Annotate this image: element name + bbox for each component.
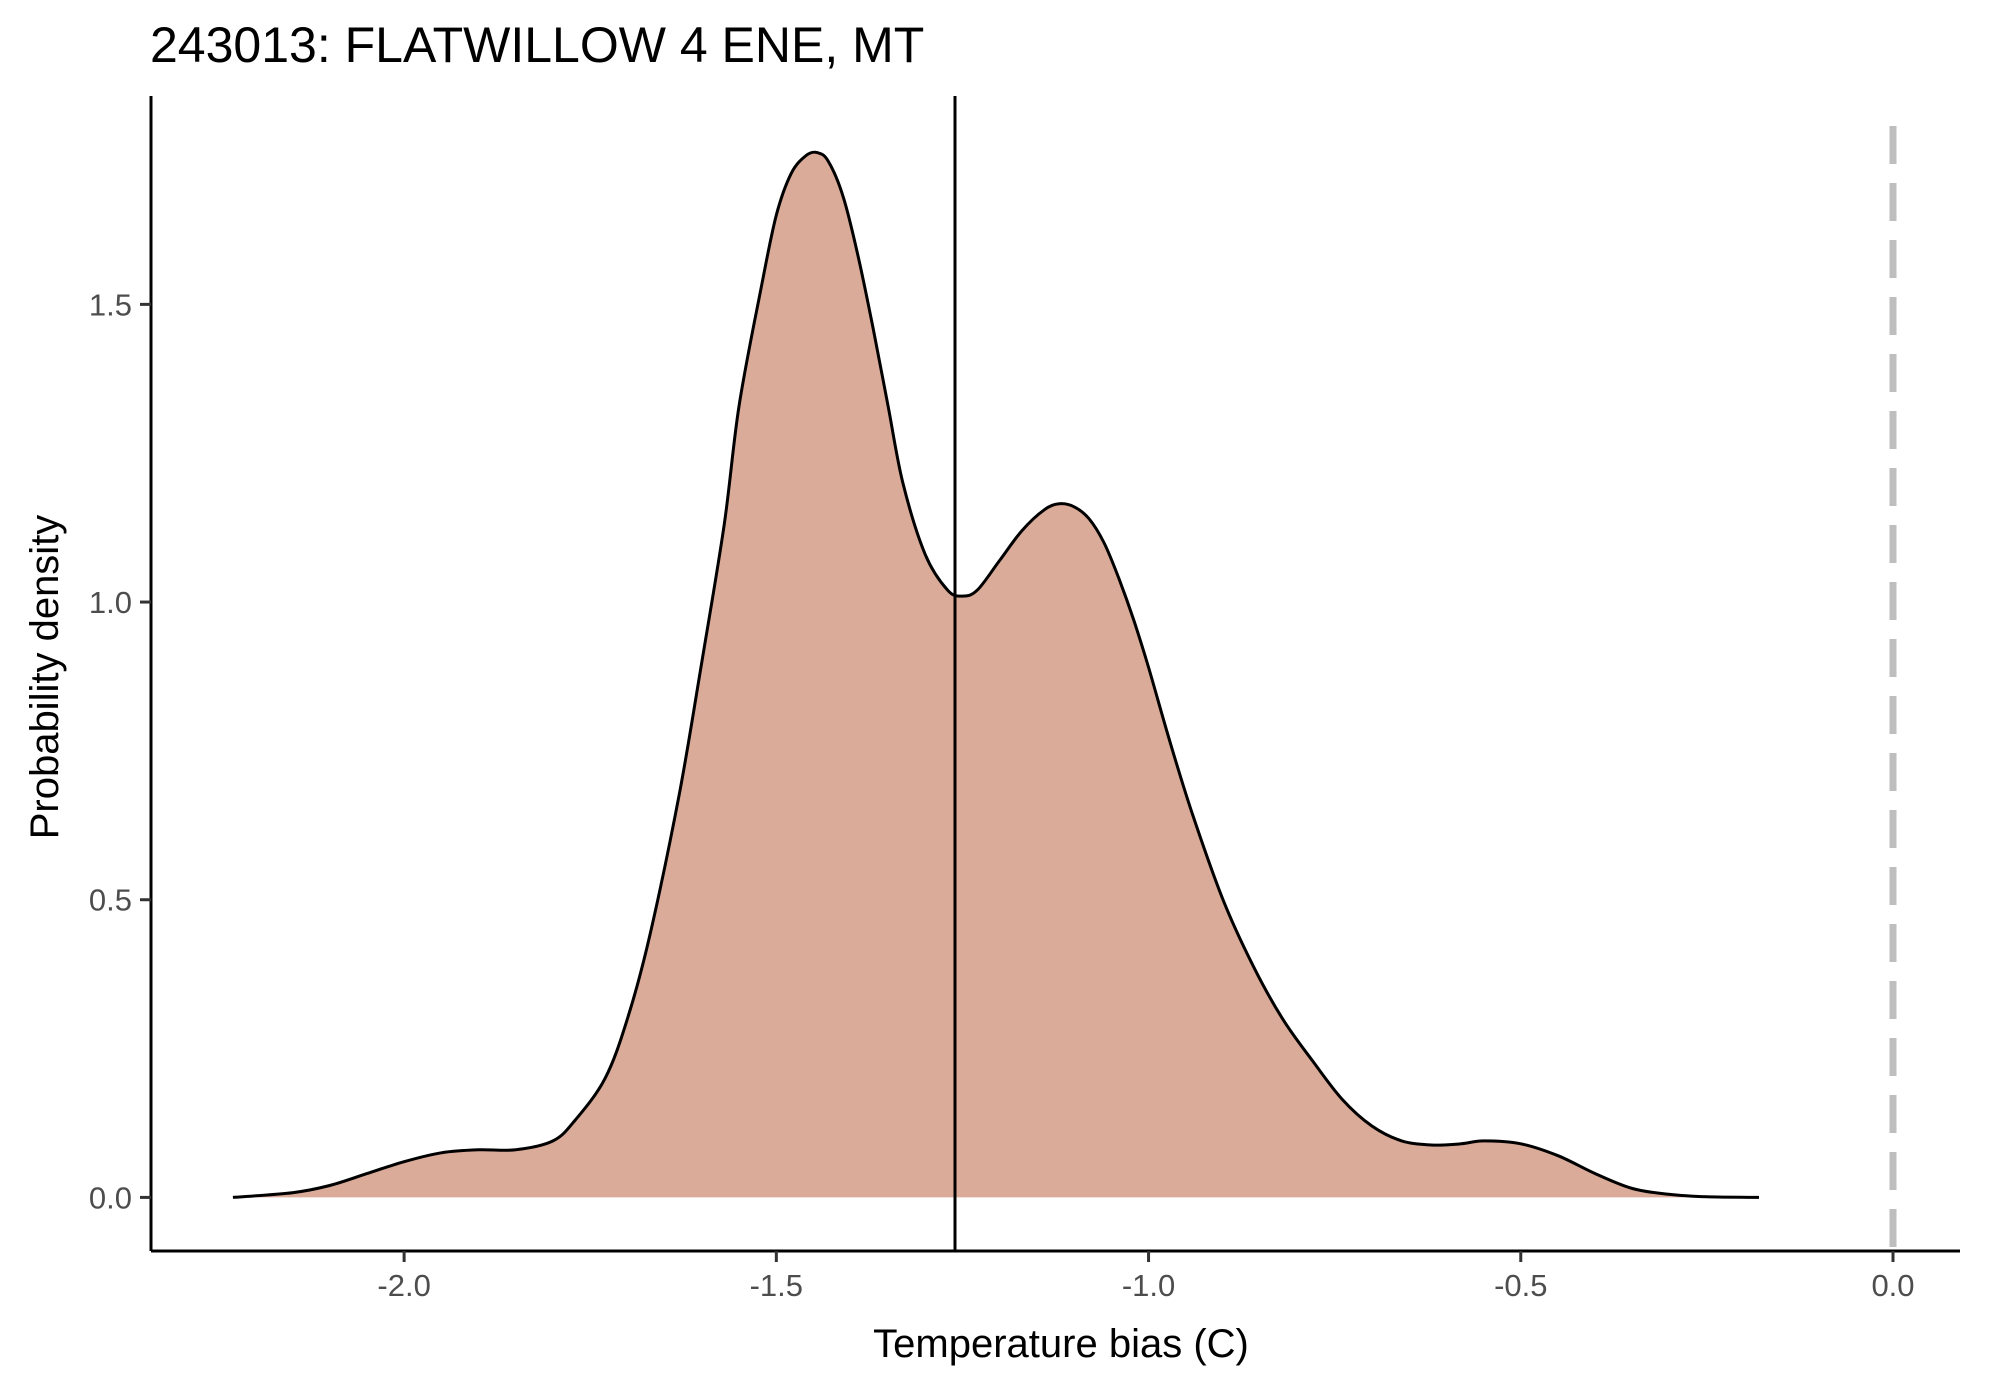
x-tick-label: 0.0 xyxy=(1871,1268,1914,1303)
density-area xyxy=(232,152,1759,1198)
x-tick-label: -1.0 xyxy=(1122,1268,1175,1303)
x-axis: -2.0 -1.5 -1.0 -0.5 0.0 xyxy=(151,1249,1960,1303)
y-axis-label: Probability density xyxy=(23,515,67,840)
plot-area xyxy=(232,96,1897,1251)
x-tick-label: -2.0 xyxy=(377,1268,430,1303)
chart-title: 243013: FLATWILLOW 4 ENE, MT xyxy=(150,17,924,73)
y-tick-label: 0.5 xyxy=(89,883,132,918)
y-tick-label: 1.5 xyxy=(89,287,132,322)
y-axis: 0.0 0.5 1.0 1.5 xyxy=(89,96,153,1251)
density-curve xyxy=(232,150,1760,1199)
x-tick-label: -0.5 xyxy=(1494,1268,1547,1303)
x-tick-label: -1.5 xyxy=(750,1268,803,1303)
y-tick-label: 0.0 xyxy=(89,1180,132,1215)
x-axis-label: Temperature bias (C) xyxy=(873,1322,1249,1366)
y-tick-label: 1.0 xyxy=(89,585,132,620)
